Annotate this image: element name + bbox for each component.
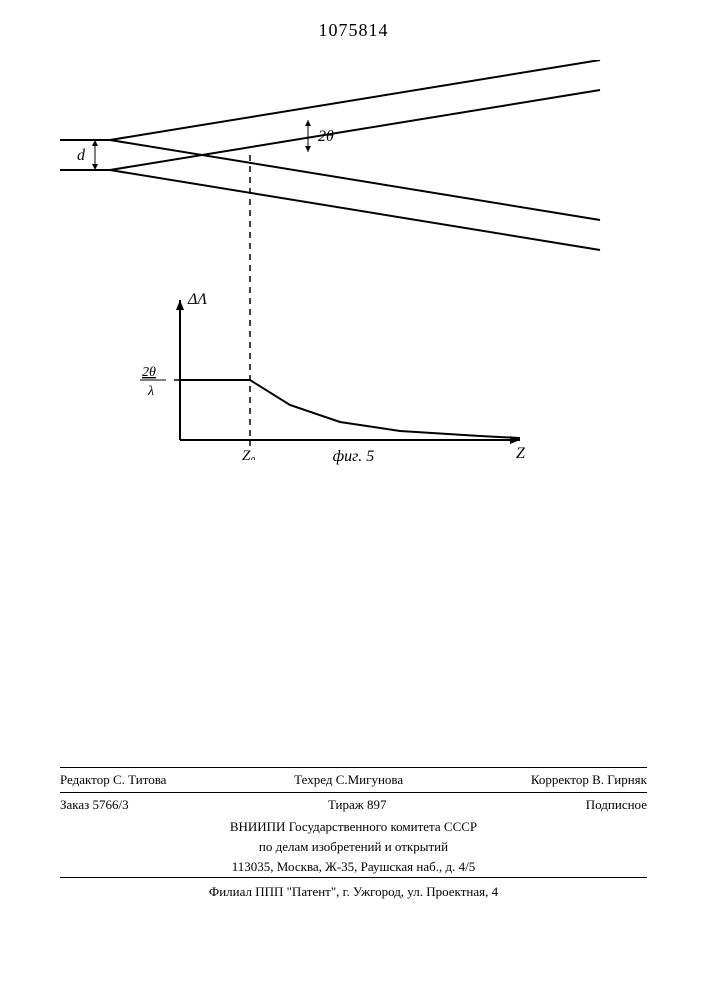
address-line: 113035, Москва, Ж-35, Раушская наб., д. … bbox=[60, 857, 647, 877]
figure-5: d2θ ΔΛZ2θλZ₀ bbox=[60, 60, 620, 460]
order-number: Заказ 5766/3 bbox=[60, 797, 129, 813]
podpisnoe: Подписное bbox=[586, 797, 647, 813]
editor: Редактор С. Титова bbox=[60, 772, 166, 788]
techred: Техред С.Мигунова bbox=[294, 772, 403, 788]
svg-text:2θ: 2θ bbox=[142, 365, 156, 380]
svg-text:ΔΛ: ΔΛ bbox=[187, 291, 207, 308]
org-line-2: по делам изобретений и открытий bbox=[60, 837, 647, 857]
filial-line: Филиал ППП "Патент", г. Ужгород, ул. Про… bbox=[60, 877, 647, 900]
figure-svg: d2θ ΔΛZ2θλZ₀ bbox=[60, 60, 620, 460]
tirazh: Тираж 897 bbox=[328, 797, 387, 813]
org-line-1: ВНИИПИ Государственного комитета СССР bbox=[60, 817, 647, 837]
chart: ΔΛZ2θλZ₀ bbox=[140, 291, 526, 460]
credits-row: Редактор С. Титова Техред С.Мигунова Кор… bbox=[60, 767, 647, 793]
colophon-block: Редактор С. Титова Техред С.Мигунова Кор… bbox=[60, 767, 647, 900]
beam-diagram: d 2θ bbox=[60, 60, 600, 250]
print-row: Заказ 5766/3 Тираж 897 Подписное bbox=[60, 793, 647, 817]
svg-text:λ: λ bbox=[147, 384, 154, 399]
svg-text:d: d bbox=[77, 147, 86, 164]
figure-caption: фиг. 5 bbox=[0, 448, 707, 466]
techred-label: Техред bbox=[294, 772, 332, 787]
editor-name: С. Титова bbox=[113, 772, 167, 787]
patent-number: 1075814 bbox=[0, 20, 707, 41]
svg-text:2θ: 2θ bbox=[318, 128, 334, 145]
corrector: Корректор В. Гирняк bbox=[531, 772, 647, 788]
corrector-label: Корректор bbox=[531, 772, 589, 787]
editor-label: Редактор bbox=[60, 772, 110, 787]
techred-name: С.Мигунова bbox=[336, 772, 403, 787]
corrector-name: В. Гирняк bbox=[592, 772, 647, 787]
